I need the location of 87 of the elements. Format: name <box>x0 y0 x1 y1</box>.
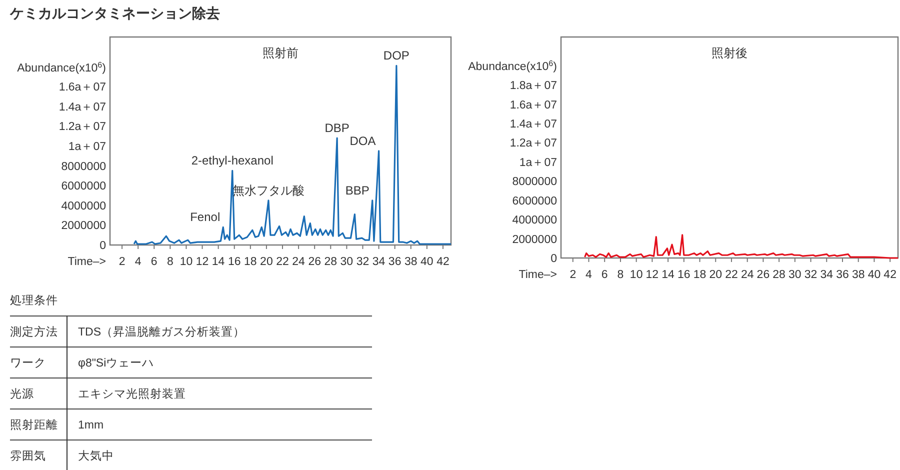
x-tick-label: 28 <box>772 269 786 281</box>
y-tick-label: 1.4a＋07 <box>510 118 557 130</box>
x-tick-label: 38 <box>404 256 418 268</box>
y-tick-label: 4000000 <box>61 200 106 212</box>
y-tick-label: 1.2a＋07 <box>58 121 106 134</box>
y-tick-label: 2000000 <box>512 234 557 246</box>
y-axis-title: Abundance(x10$^{6}$) <box>468 58 558 74</box>
annotation: 2-ethyl-hexanol <box>191 154 274 168</box>
x-tick-label: 40 <box>868 269 881 281</box>
chart-title: ケミカルコンタミネーション除去 <box>9 5 220 21</box>
x-tick-label: 40 <box>420 256 434 268</box>
x-tick-label: 26 <box>756 269 770 281</box>
x-tick-label: 16 <box>228 256 241 268</box>
y-tick-label: 6000000 <box>512 195 557 208</box>
text: 1mm <box>78 420 104 432</box>
y-tick-label: 0 <box>550 253 557 265</box>
text: TDS（昇温脱離ガス分析装置） <box>78 326 245 338</box>
y-tick-label: 1.6a＋07 <box>58 82 106 94</box>
text: 照射後 <box>712 46 748 60</box>
text: 照射距離 <box>10 418 58 432</box>
y-tick-label: 1.8a＋07 <box>510 80 557 92</box>
y-tick-label: 6000000 <box>61 180 106 193</box>
line-series <box>133 64 452 245</box>
text: 雰囲気 <box>10 450 46 462</box>
y-tick-label: 0 <box>100 240 106 252</box>
x-tick-label: 2 <box>570 269 576 281</box>
text: 大気中 <box>78 450 114 462</box>
x-tick-label: 34 <box>820 269 834 281</box>
x-tick-label: 24 <box>292 256 306 268</box>
x-tick-label: 10 <box>630 269 643 281</box>
annotation: DOA <box>350 134 376 148</box>
x-tick-label: 18 <box>244 256 257 268</box>
line-series <box>584 234 899 259</box>
y-tick-label: 1.4a＋07 <box>58 101 106 114</box>
y-tick-label: 1a＋07 <box>68 140 106 153</box>
y-axis-title: Abundance(x10$^{6}$) <box>17 60 106 75</box>
x-axis-title: Time–> <box>68 256 106 268</box>
x-tick-label: 4 <box>134 256 142 268</box>
x-tick-label: 42 <box>884 269 896 281</box>
x-tick-label: 6 <box>601 269 608 281</box>
x-tick-label: 32 <box>804 269 818 281</box>
y-tick-label: 4000000 <box>512 214 557 227</box>
text: 処理条件 <box>10 294 58 307</box>
x-tick-label: 16 <box>678 269 690 281</box>
x-tick-label: 6 <box>150 256 158 268</box>
x-tick-label: 14 <box>662 269 676 281</box>
x-tick-label: 22 <box>276 256 289 268</box>
text: エキシマ光照射装置 <box>78 388 186 400</box>
text: 照射前 <box>262 46 298 60</box>
x-tick-label: 30 <box>788 269 802 281</box>
x-tick-label: 18 <box>693 269 706 281</box>
x-tick-label: 32 <box>356 256 370 268</box>
x-tick-label: 12 <box>196 256 209 268</box>
annotation: BBP <box>345 183 370 198</box>
x-tick-label: 22 <box>725 269 738 281</box>
x-tick-label: 20 <box>709 269 722 281</box>
x-tick-label: 10 <box>180 256 193 268</box>
text: ワーク <box>10 358 46 370</box>
y-tick-label: 1a＋07 <box>519 156 557 169</box>
x-tick-label: 14 <box>212 256 226 268</box>
text: 測定方法 <box>10 324 58 338</box>
x-tick-label: 26 <box>308 256 321 268</box>
text: 光源 <box>10 388 34 400</box>
y-tick-label: 2000000 <box>61 220 106 232</box>
x-tick-label: 36 <box>388 256 402 268</box>
x-tick-label: 24 <box>740 269 754 281</box>
text: φ8"Siウェーハ <box>78 358 154 370</box>
x-tick-label: 38 <box>852 269 865 281</box>
x-tick-label: 42 <box>436 256 450 268</box>
x-tick-label: 30 <box>340 256 354 268</box>
x-tick-label: 12 <box>646 269 659 281</box>
annotation: DOP <box>383 48 410 63</box>
x-tick-label: 36 <box>836 269 849 281</box>
x-tick-label: 8 <box>166 256 174 268</box>
y-tick-label: 1.2a＋07 <box>510 138 557 150</box>
x-axis-title: Time–> <box>518 269 558 281</box>
x-tick-label: 8 <box>617 269 624 281</box>
x-tick-label: 20 <box>260 256 273 268</box>
y-tick-label: 8000000 <box>512 176 557 188</box>
annotation: Fenol <box>190 210 220 224</box>
x-tick-label: 4 <box>586 269 593 281</box>
y-tick-label: 1.6a＋07 <box>510 99 557 112</box>
x-tick-label: 34 <box>372 256 386 268</box>
annotation: DBP <box>324 121 350 136</box>
y-tick-label: 8000000 <box>61 160 106 173</box>
x-tick-label: 2 <box>118 256 126 268</box>
x-tick-label: 28 <box>324 256 338 268</box>
